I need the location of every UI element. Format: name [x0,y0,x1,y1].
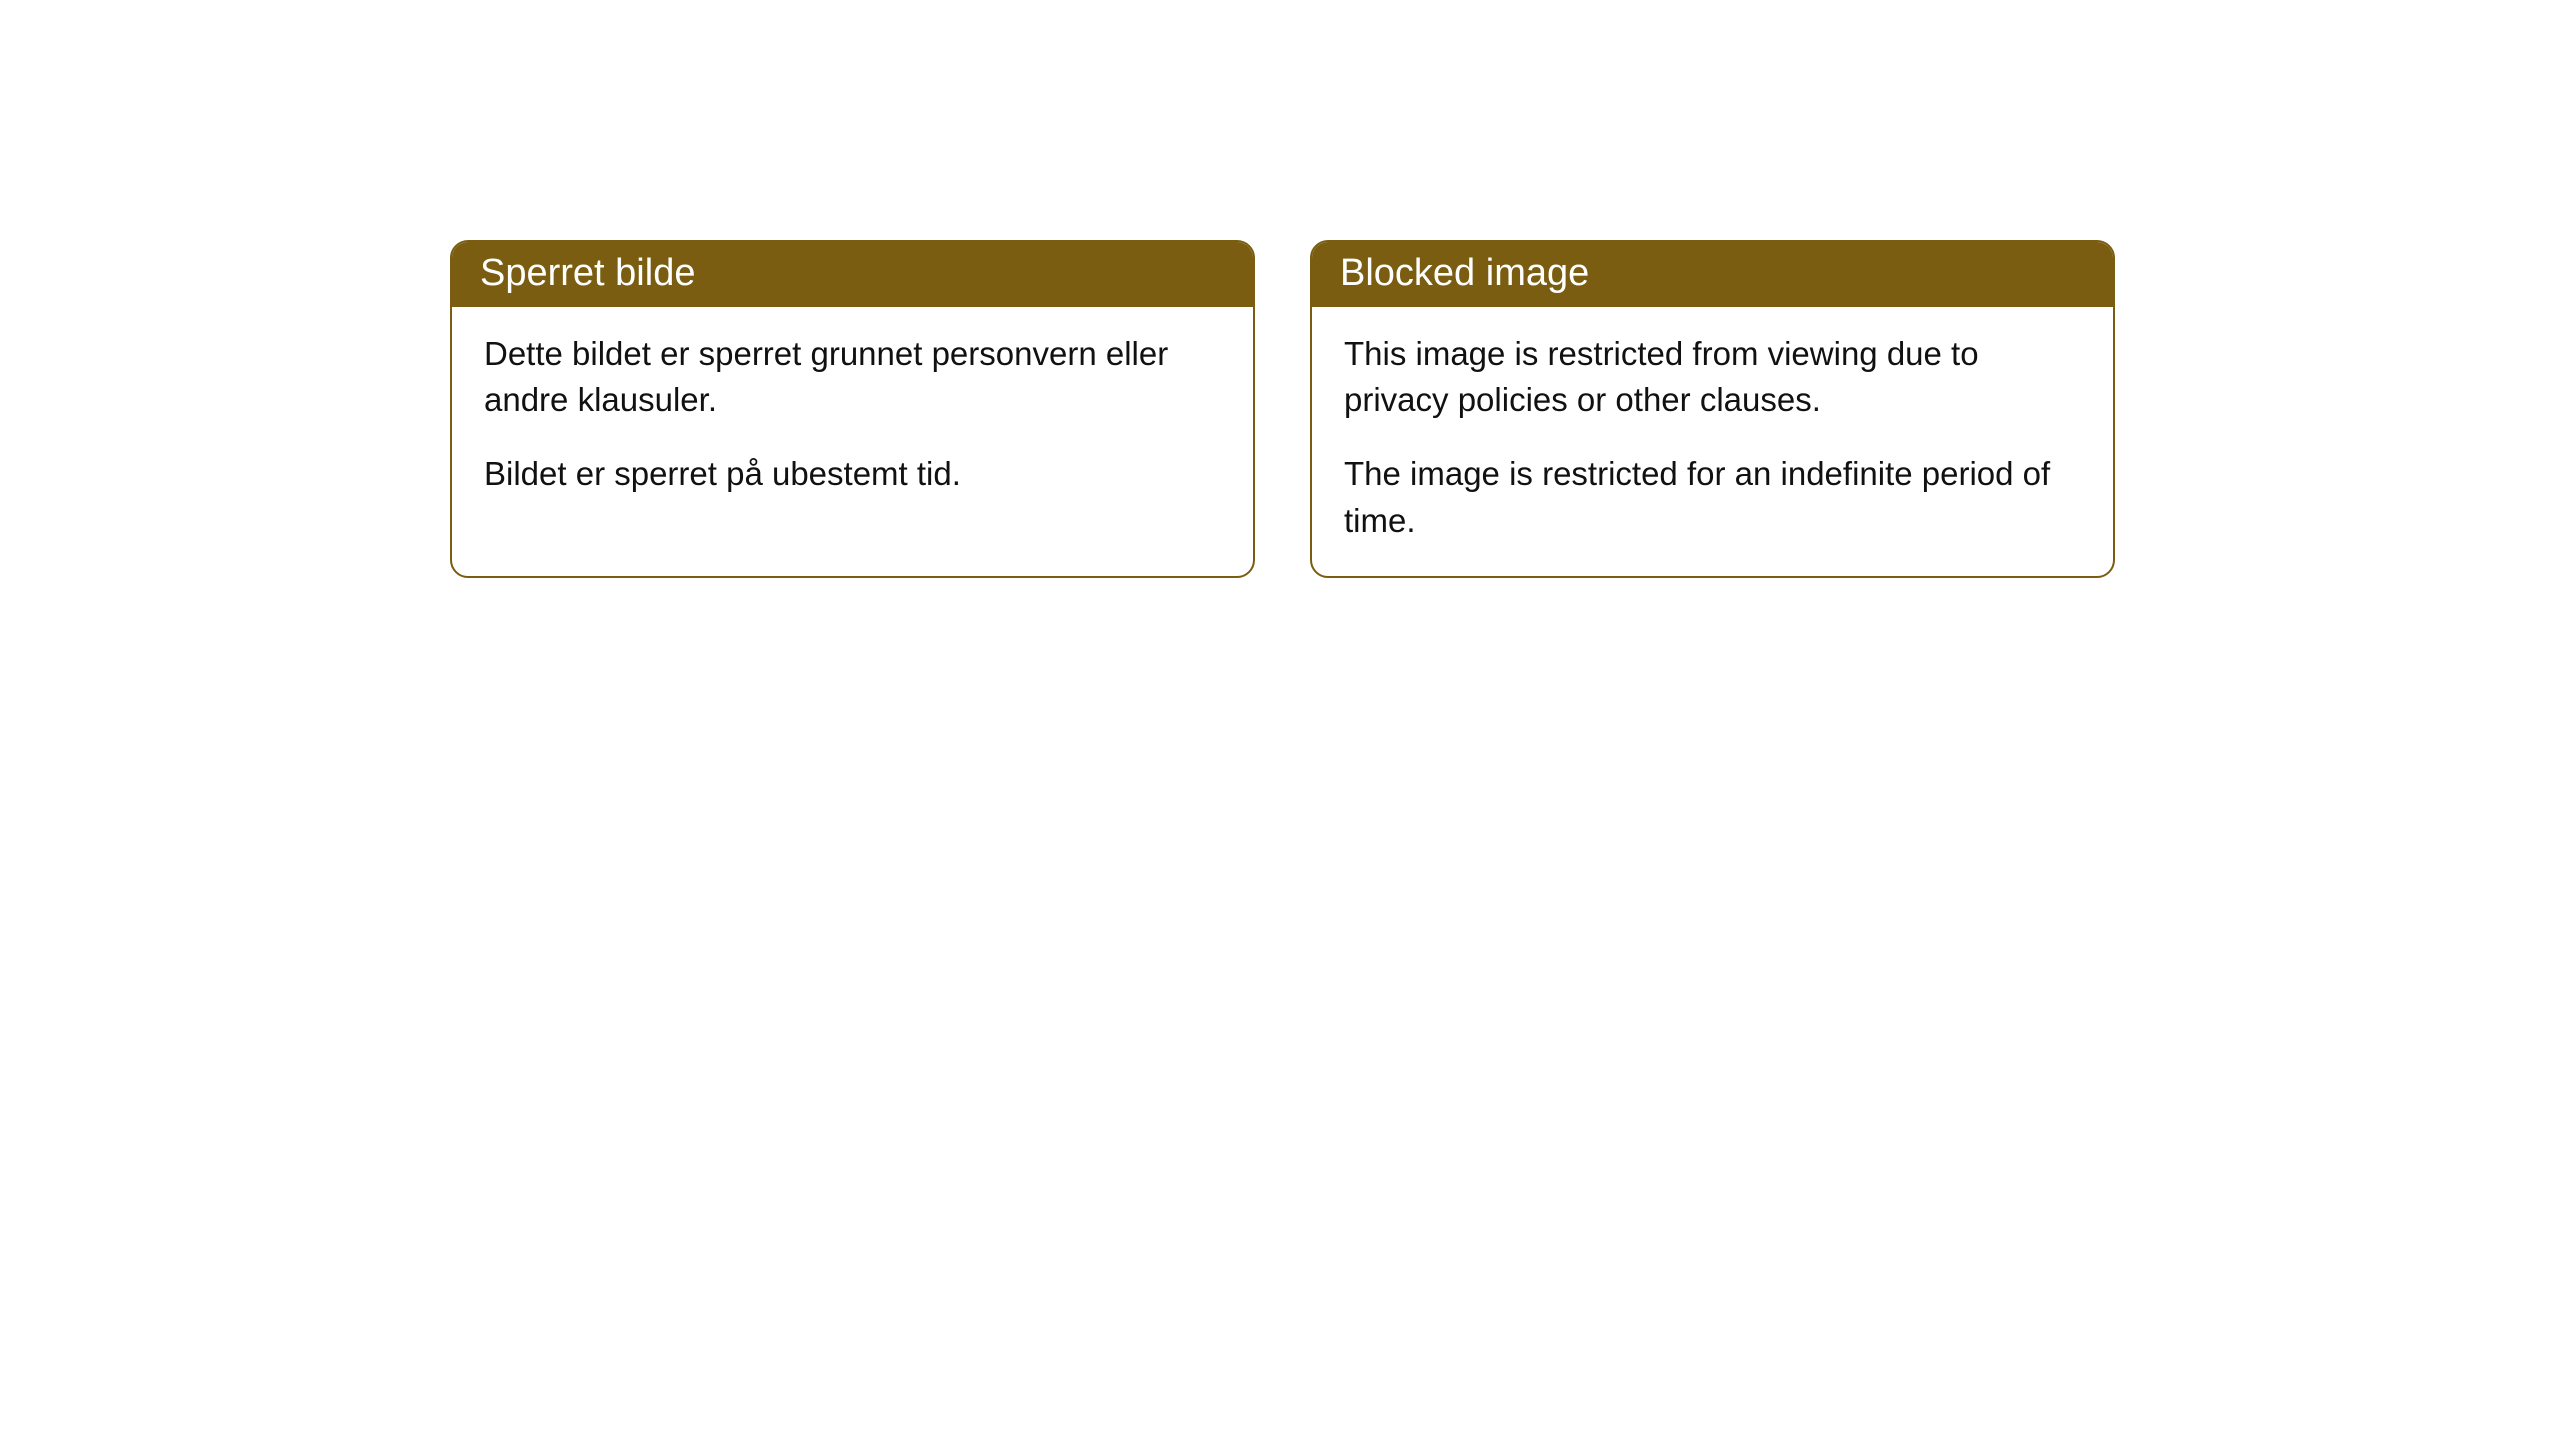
blocked-image-card-no: Sperret bilde Dette bildet er sperret gr… [450,240,1255,578]
card-header-en: Blocked image [1312,242,2113,307]
card-paragraph: This image is restricted from viewing du… [1344,331,2081,423]
card-paragraph: Bildet er sperret på ubestemt tid. [484,451,1221,497]
card-body-no: Dette bildet er sperret grunnet personve… [452,307,1253,530]
card-body-en: This image is restricted from viewing du… [1312,307,2113,576]
card-header-no: Sperret bilde [452,242,1253,307]
card-paragraph: The image is restricted for an indefinit… [1344,451,2081,543]
card-paragraph: Dette bildet er sperret grunnet personve… [484,331,1221,423]
blocked-image-card-en: Blocked image This image is restricted f… [1310,240,2115,578]
notice-container: Sperret bilde Dette bildet er sperret gr… [450,240,2560,578]
